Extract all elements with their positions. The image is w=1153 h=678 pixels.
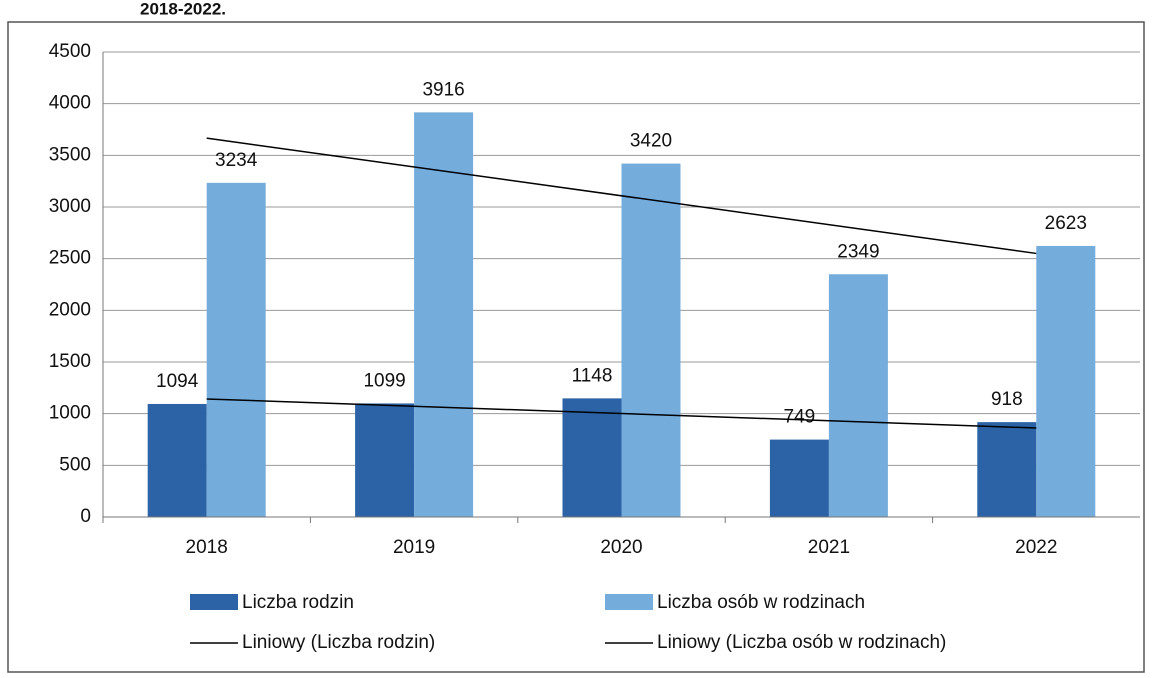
data-label: 1094: [156, 371, 199, 392]
data-label: 918: [991, 389, 1023, 410]
legend-label: Liczba rodzin: [242, 592, 354, 613]
y-tick-label: 1000: [49, 403, 91, 424]
bar: [147, 403, 207, 517]
bar: [977, 422, 1037, 517]
data-label: 3916: [422, 79, 464, 100]
legend-label: Liczba osób w rodzinach: [657, 592, 865, 613]
x-tick-label: 2020: [600, 537, 642, 558]
data-label: 1099: [363, 370, 405, 391]
legend-swatch: [605, 594, 653, 610]
x-tick-label: 2018: [186, 537, 228, 558]
trendline: [206, 137, 1037, 255]
y-tick-label: 3000: [49, 196, 91, 217]
chart-border: [7, 21, 1145, 673]
y-tick-label: 4000: [49, 93, 91, 114]
data-label: 3234: [215, 150, 258, 171]
bar: [1036, 245, 1096, 517]
x-tick-label: 2021: [808, 537, 850, 558]
y-tick-label: 0: [80, 506, 91, 527]
bar: [414, 112, 474, 517]
trendline: [206, 398, 1037, 429]
data-label: 2623: [1045, 213, 1087, 234]
bar: [828, 274, 888, 517]
bar: [769, 439, 829, 517]
bar: [562, 398, 622, 517]
bar: [355, 403, 415, 517]
y-tick-label: 500: [59, 454, 91, 475]
data-label: 1148: [572, 365, 613, 386]
legend-label: Liniowy (Liczba osób w rodzinach): [657, 632, 946, 653]
chart-title: 2018-2022.: [140, 0, 226, 18]
legend-label: Liniowy (Liczba rodzin): [242, 632, 435, 653]
x-tick-label: 2022: [1015, 537, 1057, 558]
y-tick-label: 4500: [49, 41, 91, 62]
y-tick-label: 3500: [49, 144, 91, 165]
data-label: 2349: [837, 241, 879, 262]
legend-swatch: [190, 594, 238, 610]
y-tick-label: 2000: [49, 299, 91, 320]
bar: [621, 163, 681, 517]
bar: [206, 182, 266, 517]
y-tick-label: 2500: [49, 248, 91, 269]
y-tick-label: 1500: [49, 351, 91, 372]
data-label: 749: [784, 407, 816, 428]
x-tick-label: 2019: [393, 537, 435, 558]
data-label: 3420: [630, 131, 672, 152]
